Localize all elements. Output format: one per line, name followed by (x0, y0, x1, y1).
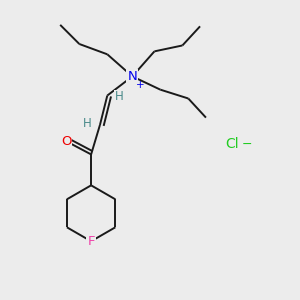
Text: F: F (87, 235, 95, 248)
Text: +: + (136, 80, 145, 90)
Text: −: − (241, 138, 252, 151)
Text: H: H (115, 91, 124, 103)
Text: Cl: Cl (226, 137, 239, 151)
Text: N: N (128, 70, 137, 83)
Text: H: H (83, 117, 92, 130)
Text: O: O (61, 135, 71, 148)
